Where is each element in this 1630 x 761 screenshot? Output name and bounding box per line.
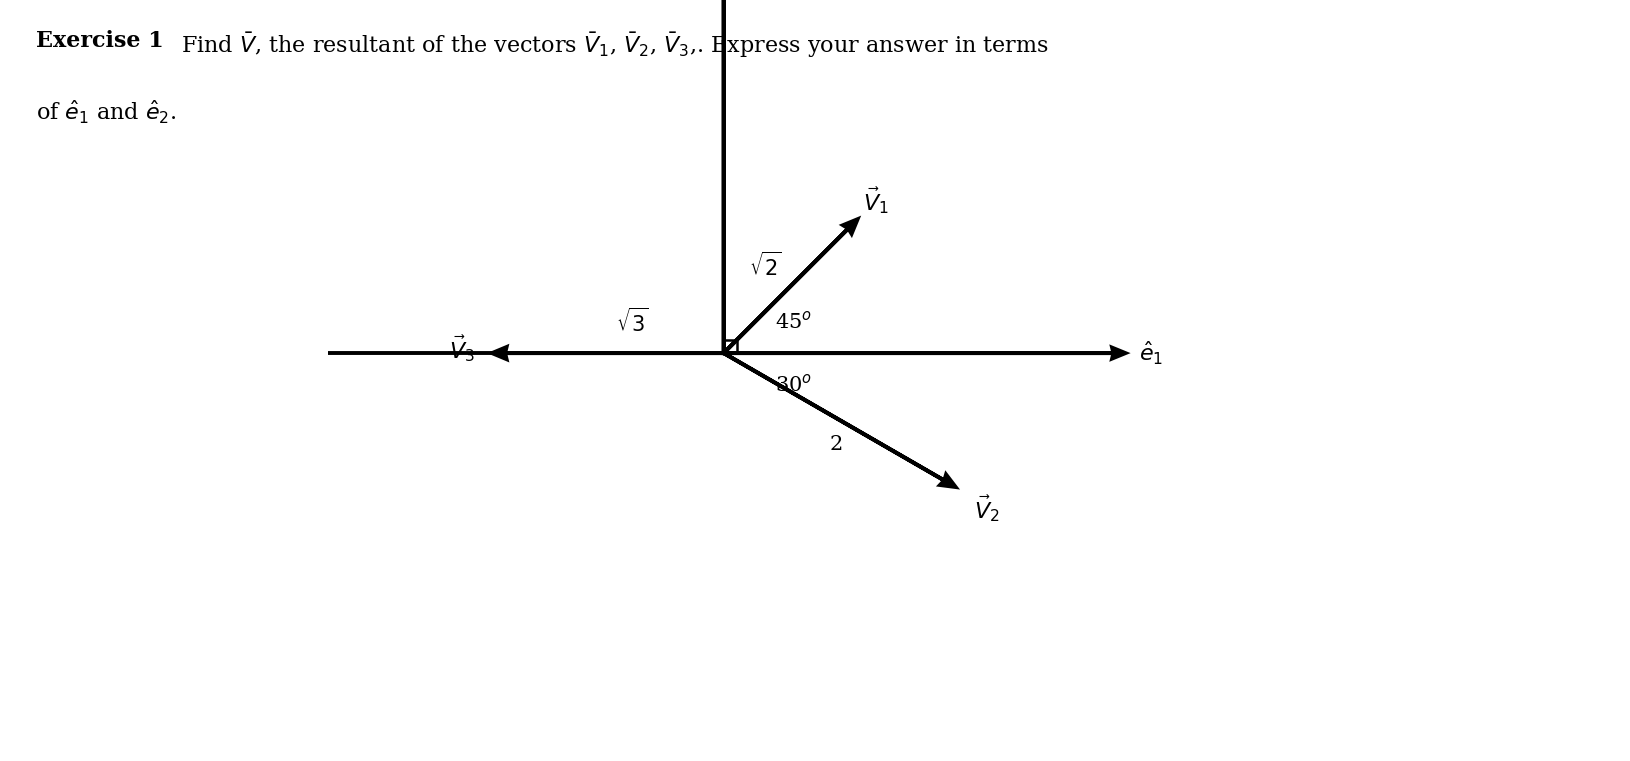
FancyArrow shape — [492, 347, 724, 359]
FancyArrow shape — [724, 353, 955, 487]
Text: $\sqrt{2}$: $\sqrt{2}$ — [748, 252, 781, 280]
Text: 2: 2 — [830, 435, 843, 454]
Text: Find $\bar{V}$, the resultant of the vectors $\bar{V}_1$, $\bar{V}_2$, $\bar{V}_: Find $\bar{V}$, the resultant of the vec… — [174, 30, 1050, 60]
Text: of $\hat{e}_1$ and $\hat{e}_2$.: of $\hat{e}_1$ and $\hat{e}_2$. — [36, 99, 176, 126]
Text: 45$^o$: 45$^o$ — [776, 310, 812, 333]
FancyArrow shape — [724, 219, 857, 353]
Text: $\sqrt{3}$: $\sqrt{3}$ — [616, 307, 649, 336]
FancyArrow shape — [719, 0, 729, 353]
Text: $\vec{V}_2$: $\vec{V}_2$ — [975, 493, 999, 524]
FancyArrow shape — [724, 348, 1125, 358]
Text: $\vec{V}_3$: $\vec{V}_3$ — [448, 333, 474, 364]
Text: Exercise 1: Exercise 1 — [36, 30, 163, 53]
Text: $\hat{e}_1$: $\hat{e}_1$ — [1139, 339, 1164, 367]
Text: $\vec{V}_1$: $\vec{V}_1$ — [862, 186, 888, 216]
Text: 30$^o$: 30$^o$ — [776, 374, 812, 396]
